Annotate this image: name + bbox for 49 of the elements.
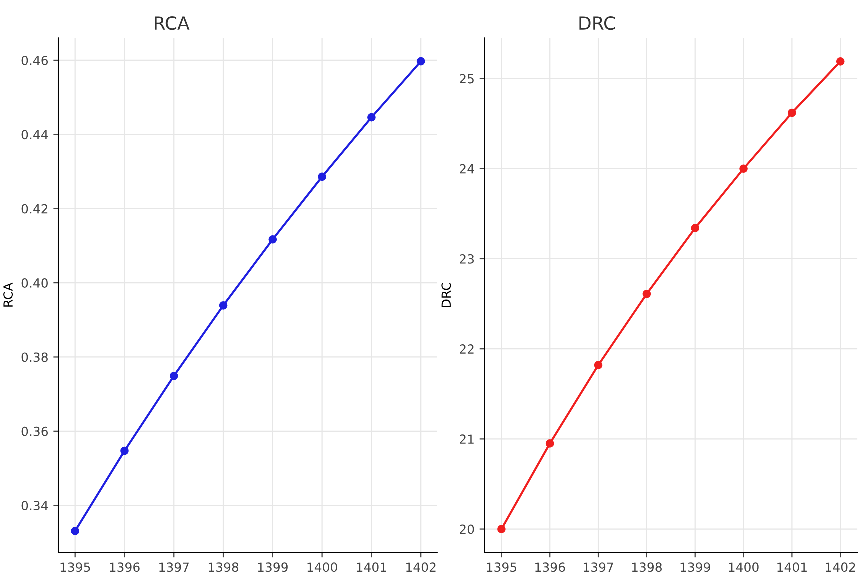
x-tick-label: 1396 — [536, 562, 566, 572]
x-tick-label: 1401 — [778, 562, 807, 572]
chart-title: RCA — [155, 16, 190, 30]
point — [71, 527, 80, 536]
y-axis-title: RCA — [4, 282, 14, 307]
y-tick-label: 0.34 — [22, 501, 48, 511]
y-tick-label: 20 — [460, 524, 474, 534]
x-tick-label: 1397 — [584, 562, 614, 572]
point — [318, 172, 326, 182]
point — [219, 302, 228, 310]
y-tick-label: 0.42 — [22, 204, 48, 214]
point — [740, 164, 748, 174]
y-tick-label: 23 — [460, 254, 474, 264]
y-axis-title: DRC — [442, 282, 452, 308]
y-tick-label: 24 — [460, 164, 474, 174]
point — [691, 224, 700, 233]
y-tick-label: 0.44 — [22, 130, 48, 140]
x-tick-label: 1399 — [258, 562, 288, 572]
x-tick-label: 1395 — [60, 562, 90, 572]
x-tick-label: 1400 — [308, 562, 338, 572]
y-tick-label: 0.40 — [22, 278, 48, 288]
x-tick-label: 1396 — [110, 562, 140, 572]
point — [498, 525, 506, 534]
point — [120, 446, 129, 456]
x-tick-label: 1402 — [406, 562, 436, 572]
point — [170, 372, 178, 380]
x-tick-label: 1401 — [357, 562, 386, 572]
x-tick-label: 1402 — [826, 562, 856, 572]
y-tick-label: 21 — [460, 434, 474, 444]
point — [642, 290, 652, 298]
x-tick-label: 1395 — [487, 562, 517, 572]
y-tick-label: 0.46 — [22, 56, 48, 66]
x-tick-label: 1397 — [160, 562, 189, 572]
x-tick-label: 1399 — [680, 562, 710, 572]
point — [546, 440, 554, 448]
chart-title: DRC — [580, 16, 616, 30]
y-tick-label: 0.36 — [22, 426, 48, 436]
point — [368, 113, 376, 122]
x-tick-label: 1398 — [632, 562, 662, 572]
point — [594, 361, 603, 370]
y-tick-label: 22 — [460, 344, 474, 354]
x-tick-label: 1398 — [208, 562, 239, 572]
y-tick-label: 0.38 — [22, 352, 48, 362]
point — [416, 57, 426, 66]
y-tick-label: 25 — [460, 74, 474, 84]
x-tick-label: 1400 — [729, 562, 759, 572]
point — [268, 235, 278, 244]
point — [836, 57, 845, 66]
point — [788, 108, 796, 118]
